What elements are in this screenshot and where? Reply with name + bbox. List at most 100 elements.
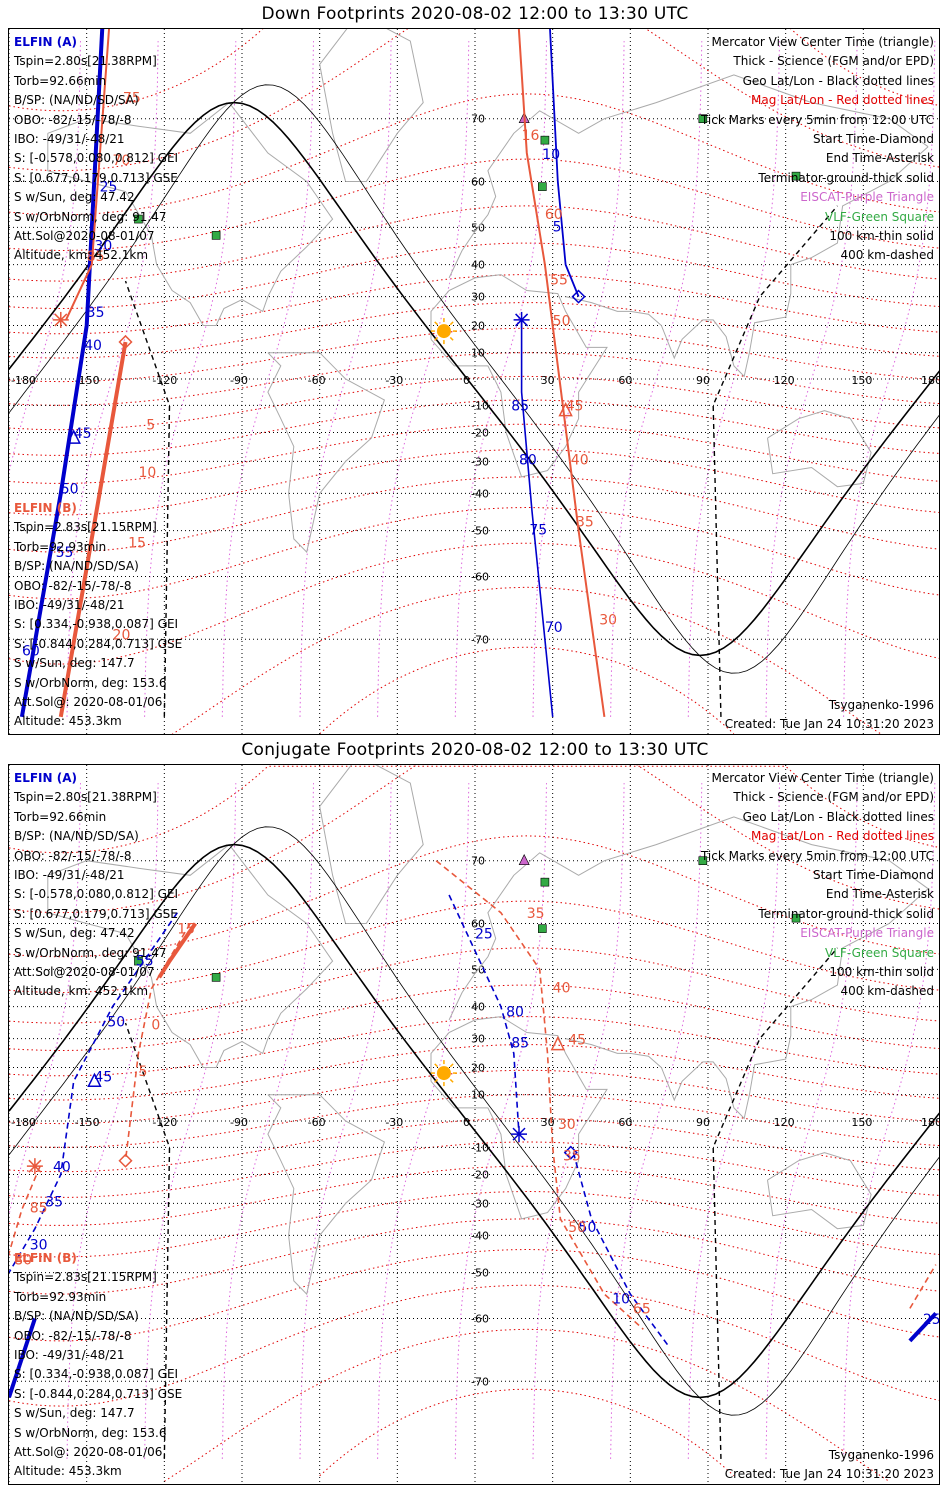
- mag-lat-line: [9, 1284, 939, 1407]
- elfin-a-tick-label: 50: [107, 1014, 125, 1030]
- elfin-b-tick-label: 50: [568, 1220, 586, 1236]
- elfin-a-line: B/SP: (NA/ND/SD/SA): [14, 829, 139, 844]
- elfin-b-line: Altitude: 453.3km: [14, 1464, 122, 1479]
- coastline: [430, 274, 608, 478]
- lon-tick-label: 30: [541, 1116, 555, 1129]
- elfin-b-line: S: [0.334,-0.938,0.087] GEI: [14, 617, 179, 632]
- sun-icon: [436, 1066, 451, 1081]
- elfin-b-tick-label: 70: [113, 153, 131, 169]
- mag-lat-line: [9, 399, 939, 456]
- vlf-square-icon: [540, 135, 550, 145]
- lon-tick-label: 90: [696, 374, 710, 387]
- map-canvas-down: -180 -150 -120 -90 -60 -30 0 30 60 90 120 150 180 70 6…: [9, 29, 939, 734]
- lat-tick-label: -60: [471, 1313, 489, 1326]
- lon-tick-label: 120: [774, 1116, 795, 1129]
- lat-tick-label: -40: [471, 1229, 489, 1242]
- lat-tick-label: -20: [471, 426, 489, 439]
- mag-lat-line: [319, 646, 735, 734]
- legend-entry: Thick - Science (FGM and/or EPD): [733, 54, 934, 69]
- lon-tick-label: -180: [11, 374, 36, 387]
- mag-lat-line: [9, 765, 939, 914]
- lon-tick-label: 90: [696, 1116, 710, 1129]
- lat-tick-label: -40: [471, 487, 489, 500]
- mag-lat-line: [171, 586, 882, 734]
- panel-title-conjugate: Conjugate Footprints 2020-08-02 12:00 to…: [241, 740, 709, 760]
- elfin-b-track: [157, 922, 198, 979]
- elfin-b-tick-label: 20: [113, 627, 131, 643]
- elfin-b-track: [58, 341, 128, 718]
- sun-ray: [434, 321, 439, 326]
- lon-tick-label: -30: [385, 1116, 403, 1129]
- vlf-square-icon: [791, 171, 801, 181]
- mag-lon-line: [221, 41, 314, 717]
- elfin-b-line: Att.Sol@: 2020-08-01/06: [14, 694, 163, 709]
- lat-tick-label: 10: [471, 1089, 485, 1102]
- sun-ray: [434, 1063, 439, 1068]
- terminator-ground: [9, 101, 939, 657]
- legend-entry: Mercator View Center Time (triangle): [711, 771, 934, 785]
- lon-tick-label: 60: [618, 374, 632, 387]
- terminator-400km: [712, 947, 838, 1459]
- center-time-triangle-icon: [87, 1072, 102, 1088]
- elfin-a-line: S w/OrbNorm, deg: 91.47: [14, 209, 167, 224]
- elfin-b-line: Tspin=2.83s[21.15RPM]: [14, 1270, 157, 1285]
- elfin-b-line: S w/OrbNorm, deg: 153.6: [14, 1425, 167, 1440]
- elfin-b-tick-label: 5: [146, 418, 155, 434]
- legend-entry: Thick - Science (FGM and/or EPD): [733, 790, 934, 805]
- elfin-b-tick-label: 16: [522, 128, 540, 144]
- elfin-a-tick-label: 5: [553, 219, 562, 235]
- center-time-triangle-icon: [66, 429, 81, 444]
- terminator-400km: [124, 280, 171, 717]
- terminator-ground: [9, 843, 939, 1399]
- legend-entry: EISCAT-Purple Triangle: [800, 190, 934, 205]
- map-canvas-conjugate: -180 -150 -120 -90 -60 -30 0 30 60 90 120 150 180706…: [9, 765, 940, 1484]
- coastline: [267, 1094, 386, 1296]
- elfin-a-line: Altitude, km: 452.1km: [14, 984, 149, 999]
- elfin-b-tick-label: 80: [14, 1253, 32, 1269]
- elfin-a-tick-label: 30: [30, 1238, 48, 1254]
- elfin-b-tick-label: 0: [151, 1017, 160, 1033]
- elfin-a-tick-label: 50: [579, 1220, 597, 1236]
- elfin-b-line: OBO: -82/-15/-78/-8: [14, 1328, 132, 1343]
- elfin-b-line: Att.Sol@: 2020-08-01/06: [14, 1444, 163, 1459]
- vlf-square-icon: [134, 956, 143, 966]
- map-conjugate: -180 -150 -120 -90 -60 -30 0 30 60 90 120 150 180 70 6…: [8, 764, 940, 1485]
- legend-entry: 100 km-thin solid: [829, 964, 934, 979]
- lon-tick-label: -90: [230, 1116, 248, 1129]
- elfin-a-info-conjugate: ELFIN (A) Tspin=2.80s[21.38RPM] Torb=92.…: [14, 769, 178, 1002]
- elfin-a-label: ELFIN (A): [14, 35, 77, 49]
- elfin-b-tick-label: 15: [128, 536, 146, 552]
- legend-entry: Tick Marks every 5min from 12:00 UTC: [700, 112, 934, 127]
- lat-tick-label: -30: [471, 1197, 489, 1210]
- sun-ray: [449, 1078, 454, 1083]
- legend-conjugate: Mercator View Center Time (triangle) Thic…: [701, 769, 934, 1002]
- lat-tick-label: 60: [471, 917, 485, 930]
- lat-tick-label: -20: [471, 1168, 489, 1181]
- mag-lon-line: [377, 41, 470, 717]
- coastline: [47, 843, 334, 1068]
- legend-entry: Mercator View Center Time (triangle): [711, 35, 934, 49]
- sun-ray: [449, 1063, 454, 1068]
- elfin-b-tick-label: 35: [527, 906, 545, 922]
- legend-entry: VLF-Green Square: [825, 209, 934, 224]
- elfin-b-tick-label: 50: [553, 314, 571, 330]
- lon-tick-label: 180: [921, 1116, 940, 1129]
- elfin-a-tick-label: 85: [511, 1036, 529, 1052]
- mag-lon-line: [765, 41, 858, 717]
- elfin-a-line: Tspin=2.80s[21.38RPM]: [14, 54, 157, 69]
- legend-entry: Start Time-Diamond: [812, 867, 934, 882]
- elfin-a-line: Tspin=2.80s[21.38RPM]: [14, 790, 157, 805]
- coastline: [319, 765, 424, 924]
- mag-lat-line: [9, 29, 939, 172]
- elfin-a-tick-label: 50: [61, 481, 79, 497]
- elfin-b-line: OBO: -82/-15/-78/-8: [14, 578, 132, 593]
- mag-lat-line: [164, 1328, 890, 1482]
- elfin-b-tick-label: 85: [30, 1201, 48, 1217]
- coastline: [319, 29, 424, 182]
- elfin-a-tick-label: 40: [84, 338, 102, 354]
- elfin-b-tick-label: 60: [545, 207, 563, 223]
- start-diamond-icon: [118, 1153, 133, 1168]
- elfin-a-tick-label: 45: [74, 426, 92, 442]
- coastline: [430, 1016, 608, 1220]
- elfin-a-line: S w/Sun, deg: 47.42: [14, 190, 135, 205]
